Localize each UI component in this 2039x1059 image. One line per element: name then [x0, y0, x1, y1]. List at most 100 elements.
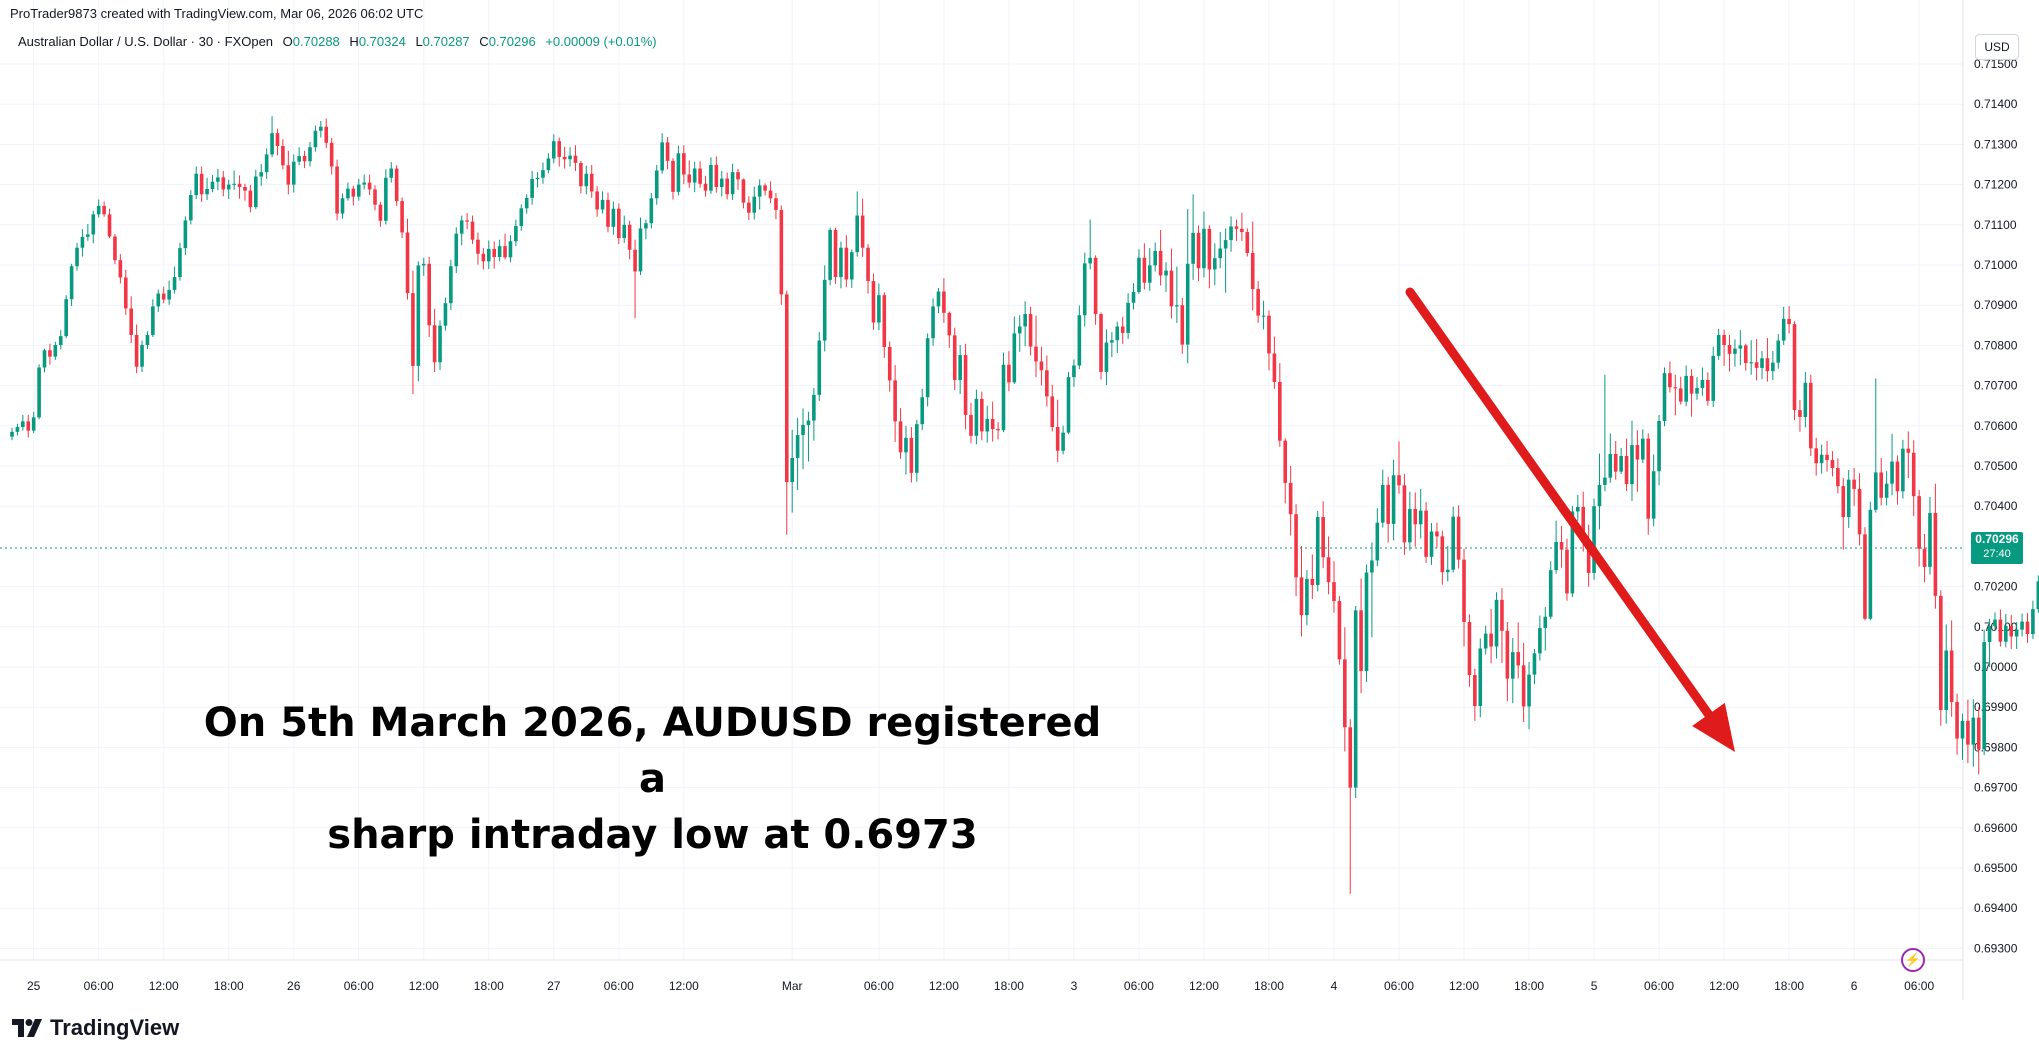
candle-body	[1234, 226, 1239, 229]
candle-body	[915, 424, 919, 473]
candle-body	[1288, 482, 1293, 515]
candle-body	[432, 325, 437, 363]
down-arrow-icon	[1405, 287, 1735, 752]
candle	[784, 290, 789, 535]
candle	[1565, 538, 1569, 601]
candle-body	[1771, 362, 1775, 372]
candle	[1386, 476, 1390, 543]
candle-body	[58, 336, 63, 345]
candle	[75, 242, 79, 271]
candle-body	[1440, 536, 1445, 573]
candle-body	[1256, 289, 1260, 316]
close-value: 0.70296	[488, 34, 536, 49]
candle	[703, 175, 708, 197]
candle	[763, 183, 767, 196]
candle-body	[1429, 531, 1434, 557]
candle-body	[617, 208, 621, 239]
candle-body	[492, 248, 497, 257]
candle	[1576, 494, 1580, 522]
candle	[654, 164, 659, 205]
candle-body	[335, 166, 339, 214]
candle	[665, 137, 670, 170]
candle	[595, 186, 599, 217]
candle	[53, 341, 58, 360]
candle-body	[638, 228, 643, 272]
candle	[627, 220, 632, 260]
candle	[698, 161, 702, 188]
candle-body	[1846, 479, 1851, 518]
candle-body	[1559, 541, 1564, 550]
candle	[194, 166, 199, 200]
candle	[161, 286, 166, 304]
time-tick-label: 6	[1851, 979, 1858, 993]
candle-body	[1635, 445, 1640, 460]
candle	[1158, 230, 1163, 286]
candle	[535, 172, 540, 188]
candle-body	[1928, 513, 1932, 567]
candle	[1825, 441, 1829, 472]
candle-body	[682, 153, 686, 175]
candle-body	[1825, 454, 1829, 460]
candle-body	[183, 220, 188, 249]
low-label: L	[415, 34, 423, 49]
candle	[833, 227, 838, 284]
candle	[221, 170, 226, 197]
candle-body	[1343, 659, 1347, 728]
time-tick-label: 06:00	[1644, 979, 1674, 993]
candle-body	[817, 340, 822, 395]
candle	[1207, 225, 1212, 289]
candle	[443, 297, 448, 331]
candle-body	[1608, 453, 1613, 478]
candle-body	[795, 435, 800, 458]
candle	[1185, 209, 1190, 364]
time-tick-label: 18:00	[1774, 979, 1804, 993]
candle-body	[579, 162, 583, 187]
candle-body	[698, 168, 702, 184]
time-tick-label: 3	[1071, 979, 1078, 993]
lightning-icon[interactable]: ⚡	[1901, 948, 1925, 972]
candle-body	[1153, 250, 1157, 266]
candle-body	[1077, 315, 1082, 366]
candle	[329, 137, 334, 175]
price-axis[interactable]: 0.71500 0.71400 0.71300 0.71200 0.71100 0.710…	[1974, 57, 2018, 955]
candle	[1245, 228, 1250, 257]
time-axis[interactable]: 25 06:00 12:00 18:00 26 06:00 12:00 18:00 27 06:0…	[27, 979, 1934, 993]
candle-body	[1814, 448, 1818, 464]
candle	[1402, 474, 1407, 555]
candle	[351, 185, 356, 206]
candle	[1294, 504, 1298, 597]
candle	[963, 343, 968, 430]
candle-body	[221, 177, 226, 190]
candle	[156, 289, 161, 313]
candle	[10, 427, 14, 441]
candle-body	[1245, 232, 1250, 253]
candle	[340, 193, 345, 219]
candle	[367, 174, 372, 196]
candle	[1760, 351, 1764, 380]
candle-body	[1462, 559, 1466, 622]
price-tick-label: 0.71300	[1974, 137, 2018, 151]
candle-body	[1045, 370, 1049, 397]
candle-body	[1191, 232, 1195, 264]
tradingview-brand[interactable]: TradingView	[12, 1015, 179, 1041]
candle-body	[1375, 522, 1380, 561]
candle-body	[1483, 633, 1488, 649]
candle	[1310, 554, 1315, 600]
candle-body	[855, 215, 860, 253]
symbol-legend[interactable]: Australian Dollar / U.S. Dollar · 30 · F…	[18, 34, 657, 49]
candle	[1348, 719, 1353, 894]
candle	[622, 215, 627, 243]
candle-body	[113, 236, 117, 261]
candle	[806, 411, 811, 462]
candle	[302, 150, 307, 169]
currency-button[interactable]: USD	[1975, 34, 2019, 60]
candle	[1380, 469, 1385, 528]
candle-body	[1884, 483, 1889, 498]
brand-name: TradingView	[50, 1015, 180, 1040]
candle-body	[1944, 650, 1949, 711]
candle-body	[633, 249, 637, 272]
candle-body	[1743, 345, 1748, 364]
candle-body	[194, 173, 199, 196]
candle	[1787, 306, 1791, 334]
